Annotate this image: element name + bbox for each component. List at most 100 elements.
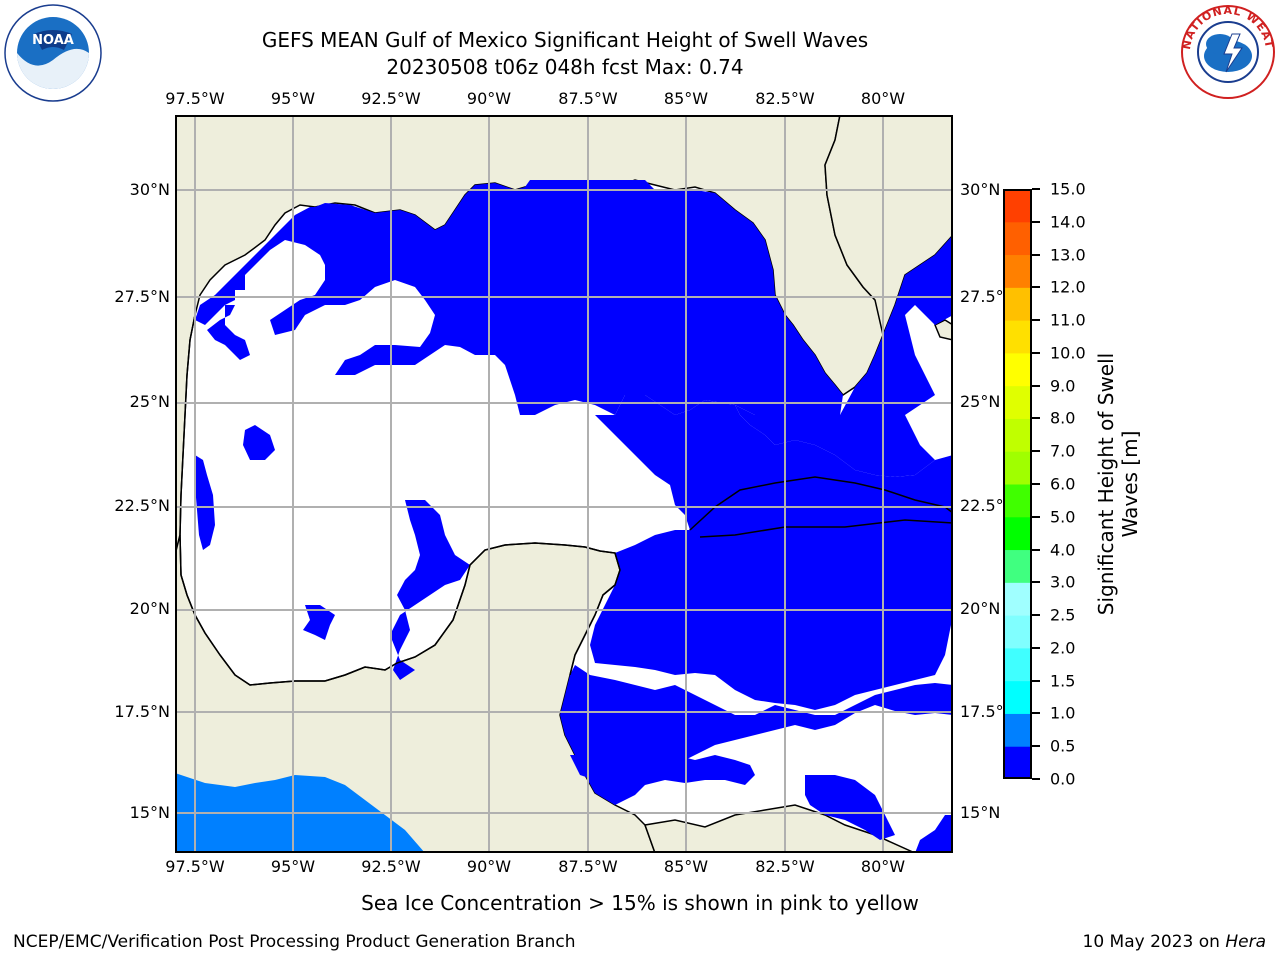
- lon-label-top: 97.5°W: [165, 89, 225, 108]
- colorbar-box: [1003, 287, 1032, 321]
- colorbar-tick-mark: [1032, 188, 1040, 190]
- colorbar-tick-label: 3.0: [1050, 572, 1076, 592]
- lon-label-bottom: 87.5°W: [558, 857, 618, 876]
- colorbar-box: [1003, 680, 1032, 714]
- lat-label-right: 22.5°N: [960, 496, 1016, 515]
- colorbar-box: [1003, 746, 1032, 779]
- colorbar-frame: [1003, 189, 1032, 779]
- colorbar-tick-label: 8.0: [1050, 408, 1076, 428]
- colorbar-tick-label: 15.0: [1050, 179, 1086, 199]
- lat-label-left: 27.5°N: [114, 287, 170, 306]
- colorbar-tick-mark: [1032, 417, 1040, 420]
- bahamas: [934, 319, 953, 341]
- colorbar-tick-mark: [1032, 679, 1040, 682]
- lon-label-top: 85°W: [663, 89, 709, 108]
- plot-title-line2: 20230508 t06z 048h fcst Max: 0.74: [386, 55, 744, 79]
- colorbar-tick-mark: [1032, 384, 1040, 387]
- footer-credit: NCEP/EMC/Verification Post Processing Pr…: [13, 932, 576, 952]
- colorbar-tick-mark: [1032, 319, 1040, 322]
- graticule: [175, 115, 953, 853]
- colorbar-label: Significant Height of Swell Waves [m]: [1094, 352, 1142, 616]
- lon-label-bottom: 85°W: [663, 857, 709, 876]
- lon-label-bottom: 92.5°W: [361, 857, 421, 876]
- colorbar-tick-label: 0.0: [1050, 769, 1076, 789]
- colorbar-tick-mark: [1032, 515, 1040, 518]
- map-panel: [175, 115, 953, 853]
- colorbar-box: [1003, 352, 1032, 387]
- colorbar-tick-label: 13.0: [1050, 245, 1086, 265]
- lat-label-left: 30°N: [129, 180, 170, 199]
- sea-ice-note: Sea Ice Concentration > 15% is shown in …: [361, 891, 919, 915]
- colorbar-tick-mark: [1032, 253, 1040, 256]
- lon-label-bottom: 90°W: [466, 857, 512, 876]
- lat-label-right: 20°N: [960, 599, 1001, 618]
- footer-date: 10 May 2023 on Hera: [1083, 932, 1267, 952]
- colorbar-box: [1003, 189, 1032, 223]
- colorbar-tick-label: 12.0: [1050, 277, 1086, 297]
- lat-label-left: 22.5°N: [114, 496, 170, 515]
- colorbar-box: [1003, 516, 1032, 551]
- colorbar-box: [1003, 615, 1032, 649]
- colorbar-box: [1003, 713, 1032, 747]
- svg-text:NOAA: NOAA: [32, 33, 74, 48]
- colorbar-tick-mark: [1032, 646, 1040, 649]
- plot-title-line1: GEFS MEAN Gulf of Mexico Significant Hei…: [261, 28, 869, 52]
- lat-label-left: 17.5°N: [114, 702, 170, 721]
- colorbar-box: [1003, 484, 1032, 518]
- nws-logo: NATIONAL WEATHER SERVICE: [1180, 4, 1275, 99]
- colorbar-tick-label: 1.5: [1050, 671, 1076, 691]
- colorbar-tick-label: 10.0: [1050, 343, 1086, 363]
- colorbar-box: [1003, 221, 1032, 256]
- noaa-logo: NOAA: [4, 4, 102, 102]
- lon-label-top: 95°W: [270, 89, 316, 108]
- lat-label-left: 25°N: [129, 392, 170, 411]
- colorbar-tick-label: 4.0: [1050, 540, 1076, 560]
- colorbar-box: [1003, 418, 1032, 452]
- colorbar-tick-label: 2.5: [1050, 605, 1076, 625]
- lat-label-right: 30°N: [960, 180, 1001, 199]
- map-frame: [175, 115, 953, 853]
- lat-label-right: 15°N: [960, 803, 1001, 822]
- lat-label-right: 17.5°N: [960, 702, 1016, 721]
- colorbar-box: [1003, 254, 1032, 288]
- colorbar-box: [1003, 451, 1032, 485]
- colorbar-tick-label: 7.0: [1050, 441, 1076, 461]
- footer-host: Hera: [1225, 932, 1266, 952]
- colorbar-tick-mark: [1032, 483, 1040, 485]
- lat-label-right: 25°N: [960, 392, 1001, 411]
- lon-label-top: 82.5°W: [755, 89, 815, 108]
- colorbar-tick-label: 1.0: [1050, 703, 1076, 723]
- lon-label-bottom: 95°W: [270, 857, 316, 876]
- colorbar-tick-label: 11.0: [1050, 310, 1086, 330]
- colorbar-tick-mark: [1032, 712, 1040, 715]
- lon-label-top: 90°W: [466, 89, 512, 108]
- footer-date-text: 10 May 2023 on: [1082, 932, 1226, 952]
- colorbar-tick-mark: [1032, 220, 1040, 223]
- colorbar-box: [1003, 582, 1032, 616]
- colorbar-tick-label: 6.0: [1050, 474, 1076, 494]
- colorbar-tick-mark: [1032, 614, 1040, 617]
- lon-label-top: 87.5°W: [558, 89, 618, 108]
- florida: [824, 115, 953, 338]
- lon-label-top: 80°W: [860, 89, 906, 108]
- colorbar-tick-mark: [1032, 745, 1040, 748]
- lat-label-right: 27.5°N: [960, 287, 1016, 306]
- colorbar-tick-mark: [1032, 286, 1040, 289]
- lat-label-left: 20°N: [129, 599, 170, 618]
- colorbar-tick-label: 9.0: [1050, 376, 1076, 396]
- colorbar-box: [1003, 647, 1032, 682]
- lat-label-left: 15°N: [129, 803, 170, 822]
- colorbar-tick-mark: [1032, 778, 1040, 780]
- colorbar-box: [1003, 385, 1032, 419]
- colorbar-tick-label: 2.0: [1050, 638, 1076, 658]
- colorbar-box: [1003, 320, 1032, 354]
- colorbar: [1003, 189, 1032, 779]
- colorbar-tick-mark: [1032, 548, 1040, 551]
- colorbar-tick-label: 5.0: [1050, 507, 1076, 527]
- colorbar-tick-mark: [1032, 581, 1040, 584]
- lon-label-top: 92.5°W: [361, 89, 421, 108]
- lon-label-bottom: 82.5°W: [755, 857, 815, 876]
- colorbar-tick-mark: [1032, 450, 1040, 453]
- lon-label-bottom: 80°W: [860, 857, 906, 876]
- colorbar-tick-label: 0.5: [1050, 736, 1076, 756]
